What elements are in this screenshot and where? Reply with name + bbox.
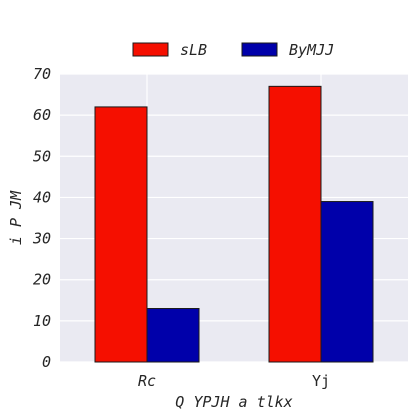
y-tick-label: 60 bbox=[33, 106, 51, 124]
y-tick-label: 0 bbox=[42, 353, 51, 371]
y-tick-label: 70 bbox=[33, 65, 51, 83]
legend-label-ByMJJ: ByMJJ bbox=[289, 41, 334, 59]
bar-ByMJJ-Rc bbox=[146, 308, 200, 363]
y-tick-label: 30 bbox=[32, 230, 51, 248]
x-tick-label: Yj bbox=[312, 372, 330, 390]
bars bbox=[94, 85, 374, 363]
y-axis-title: i P JM bbox=[7, 190, 25, 245]
y-tick-label: 50 bbox=[33, 147, 51, 165]
x-axis-ticks: Rc Yj bbox=[138, 372, 330, 390]
y-tick-label: 40 bbox=[33, 188, 51, 206]
y-tick-label: 10 bbox=[33, 312, 51, 330]
legend: sLB ByMJJ bbox=[132, 41, 334, 59]
x-axis-title: Q YPJH a tlkx bbox=[175, 393, 292, 411]
legend-label-sLB: sLB bbox=[180, 41, 207, 59]
y-tick-label: 20 bbox=[33, 271, 51, 289]
legend-swatch-sLB bbox=[132, 42, 169, 57]
bar-sLB-Yj bbox=[268, 85, 322, 363]
bar-ByMJJ-Yj bbox=[320, 201, 374, 363]
bar-sLB-Rc bbox=[94, 106, 148, 363]
y-axis-ticks: 0 10 20 30 40 50 60 70 bbox=[32, 65, 51, 371]
x-tick-label: Rc bbox=[138, 372, 156, 390]
legend-swatch-ByMJJ bbox=[241, 42, 278, 57]
